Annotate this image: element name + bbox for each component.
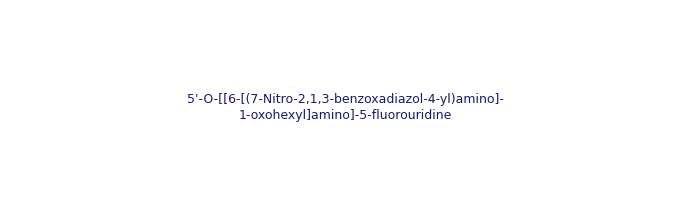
- Text: 5'-O-[[6-[(7-Nitro-2,1,3-benzoxadiazol-4-yl)amino]-
1-oxohexyl]amino]-5-fluorour: 5'-O-[[6-[(7-Nitro-2,1,3-benzoxadiazol-4…: [187, 94, 504, 121]
